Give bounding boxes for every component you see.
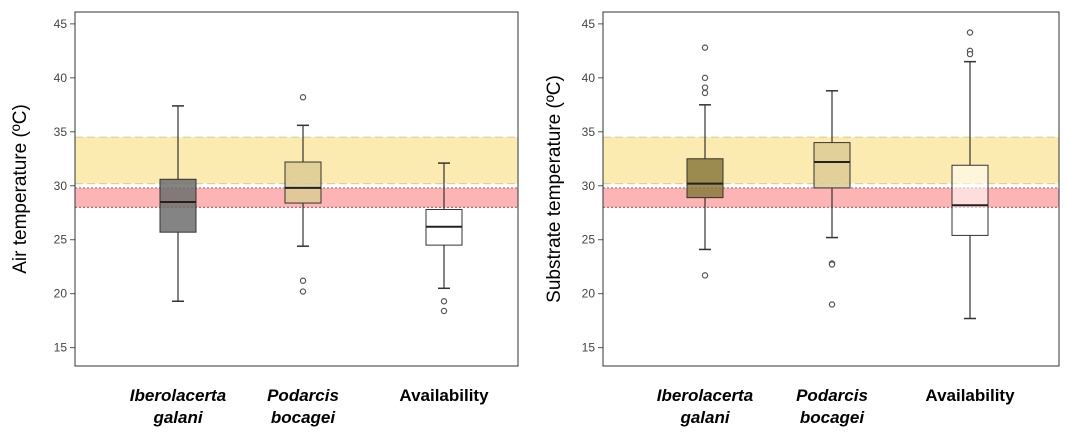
box-2 (813, 90, 851, 308)
outlier-point (299, 288, 307, 295)
category-label: galani (679, 408, 730, 427)
y-tick-label: 20 (54, 287, 68, 301)
box-iqr (686, 158, 724, 199)
chart-panel-2: 15 20 25 30 35 40 45 Substrate temperature (ºC)… (544, 11, 1060, 427)
category-label: bocagei (800, 408, 866, 427)
y-axis-label: Substrate temperature (ºC) (544, 75, 565, 303)
box-1 (159, 105, 197, 302)
category-label: Iberolacerta (657, 386, 753, 405)
category-label: Availability (925, 386, 1015, 405)
plot-frame (74, 11, 519, 367)
y-tick-label: 45 (582, 17, 596, 31)
box-2 (284, 94, 322, 295)
y-tick-label: 40 (54, 71, 68, 85)
plot-frame (602, 11, 1060, 367)
outlier-point (966, 29, 974, 36)
category-label: Podarcis (267, 386, 339, 405)
outlier-point (440, 298, 448, 305)
box-iqr (951, 164, 989, 236)
reference-band (603, 187, 1059, 208)
y-tick-label: 40 (582, 71, 596, 85)
chart-panel-1: 15 20 25 30 35 40 45 Air temperature (ºC) Iberol… (10, 11, 519, 427)
y-tick-label: 25 (54, 233, 68, 247)
y-tick-label: 30 (54, 179, 68, 193)
outlier-point (828, 261, 836, 268)
box-3 (425, 162, 463, 315)
box-iqr (813, 142, 851, 189)
category-label: galani (152, 408, 203, 427)
y-tick-label: 35 (582, 125, 596, 139)
y-tick-label: 45 (54, 17, 68, 31)
box-3 (951, 29, 989, 320)
y-axis-label: Air temperature (ºC) (10, 104, 31, 274)
category-label: Availability (399, 386, 489, 405)
outlier-point (299, 277, 307, 284)
y-tick-label: 30 (582, 179, 596, 193)
outlier-point (701, 272, 709, 279)
category-label: bocagei (271, 408, 337, 427)
y-tick-label: 15 (582, 341, 596, 355)
outlier-point (701, 89, 709, 97)
box-iqr (159, 178, 197, 233)
box-1 (686, 44, 724, 279)
outlier-point (299, 94, 307, 101)
outlier-point (701, 44, 709, 51)
outlier-point (701, 84, 709, 91)
outlier-point (440, 307, 448, 315)
outlier-point (828, 301, 836, 308)
y-tick-label: 35 (54, 125, 68, 139)
y-tick-label: 25 (582, 233, 596, 247)
outlier-point (701, 74, 709, 82)
y-tick-label: 20 (582, 287, 596, 301)
outlier-point (966, 50, 974, 58)
category-label: Iberolacerta (130, 386, 226, 405)
category-label: Podarcis (796, 386, 868, 405)
y-tick-label: 15 (54, 341, 68, 355)
box-iqr (284, 161, 322, 204)
